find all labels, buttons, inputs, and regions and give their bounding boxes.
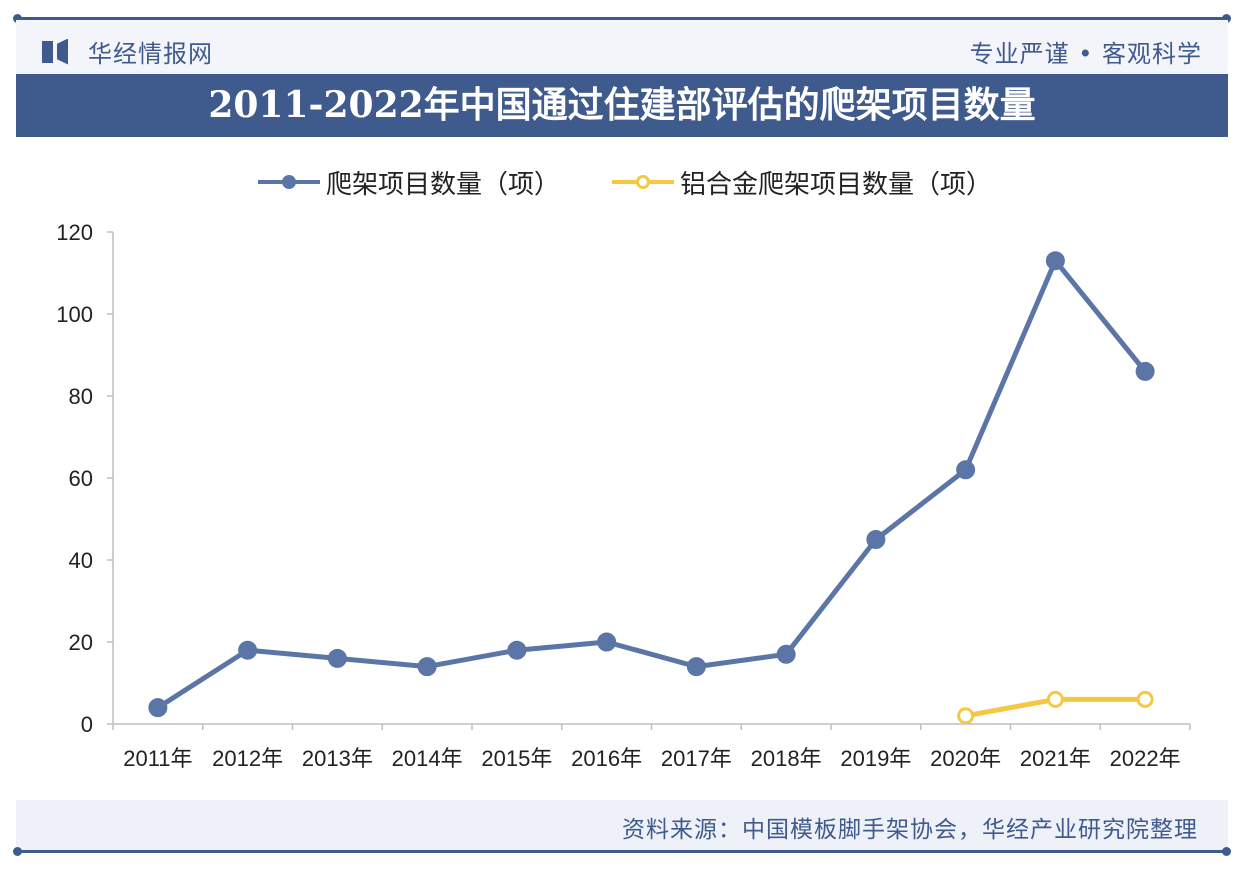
y-tick-label-3: 60 xyxy=(69,466,93,491)
x-tick-label-8: 2019年 xyxy=(840,746,911,771)
series-1-point-2 xyxy=(327,648,347,668)
brand-name: 华经情报网 xyxy=(88,40,213,68)
y-tick-label-5: 100 xyxy=(56,302,93,327)
x-tick-label-6: 2017年 xyxy=(661,746,732,771)
legend-label-series-2: 铝合金爬架项目数量（项） xyxy=(680,169,993,200)
header: 华经情报网 专业严谨 • 客观科学 xyxy=(16,20,1228,74)
series-1-point-4 xyxy=(507,640,527,660)
legend-item-series-2: 铝合金爬架项目数量（项） xyxy=(612,164,992,201)
x-tick-label-7: 2018年 xyxy=(751,746,822,771)
legend-swatch-series-2 xyxy=(612,172,675,192)
legend-swatch-series-1 xyxy=(258,172,320,192)
series-2-point-9 xyxy=(957,707,975,725)
series-1-point-0 xyxy=(148,698,168,718)
series-1-point-6 xyxy=(686,657,706,677)
y-tick-label-6: 120 xyxy=(56,220,93,245)
source-note: 资料来源：中国模板脚手架协会，华经产业研究院整理 xyxy=(622,817,1198,843)
legend-label-series-1: 爬架项目数量（项） xyxy=(326,169,561,200)
x-tick-label-0: 2011年 xyxy=(123,746,192,771)
brand: 华经情报网 xyxy=(42,34,213,69)
series-1-point-8 xyxy=(866,530,886,549)
series-1-point-3 xyxy=(417,657,437,677)
series-2-point-11 xyxy=(1136,690,1154,708)
series-1-point-7 xyxy=(776,644,796,664)
x-tick-label-2: 2013年 xyxy=(302,746,373,771)
x-tick-label-10: 2021年 xyxy=(1020,746,1091,771)
title-band: 2011-2022年中国通过住建部评估的爬架项目数量 xyxy=(16,74,1228,137)
y-tick-label-4: 80 xyxy=(69,384,93,409)
chart-title: 2011-2022年中国通过住建部评估的爬架项目数量 xyxy=(208,84,1036,126)
x-tick-label-4: 2015年 xyxy=(481,746,552,771)
series-1-point-1 xyxy=(238,640,258,660)
legend: 爬架项目数量（项） 铝合金爬架项目数量（项） xyxy=(258,160,1044,204)
series-1-point-5 xyxy=(597,632,617,652)
x-tick-label-5: 2016年 xyxy=(571,746,642,771)
y-tick-label-2: 40 xyxy=(69,548,93,573)
x-tick-label-1: 2012年 xyxy=(212,746,283,771)
top-rule xyxy=(13,14,1231,23)
x-tick-label-3: 2014年 xyxy=(392,746,463,771)
slogan: 专业严谨 • 客观科学 xyxy=(969,40,1202,68)
series-1-point-10 xyxy=(1045,251,1065,271)
x-tick-label-11: 2022年 xyxy=(1110,746,1181,771)
y-tick-label-0: 0 xyxy=(81,712,93,737)
source-band: 资料来源：中国模板脚手架协会，华经产业研究院整理 xyxy=(16,800,1228,850)
series-1-line xyxy=(155,258,1148,711)
series-1-point-11 xyxy=(1135,361,1155,381)
y-tick-label-1: 20 xyxy=(69,630,93,655)
series-1-point-9 xyxy=(956,460,976,480)
x-tick-label-9: 2020年 xyxy=(930,746,1001,771)
series-2-point-10 xyxy=(1046,690,1064,708)
legend-item-series-1: 爬架项目数量（项） xyxy=(258,164,560,201)
bottom-rule xyxy=(13,847,1231,856)
brand-logo-icon xyxy=(42,38,72,65)
